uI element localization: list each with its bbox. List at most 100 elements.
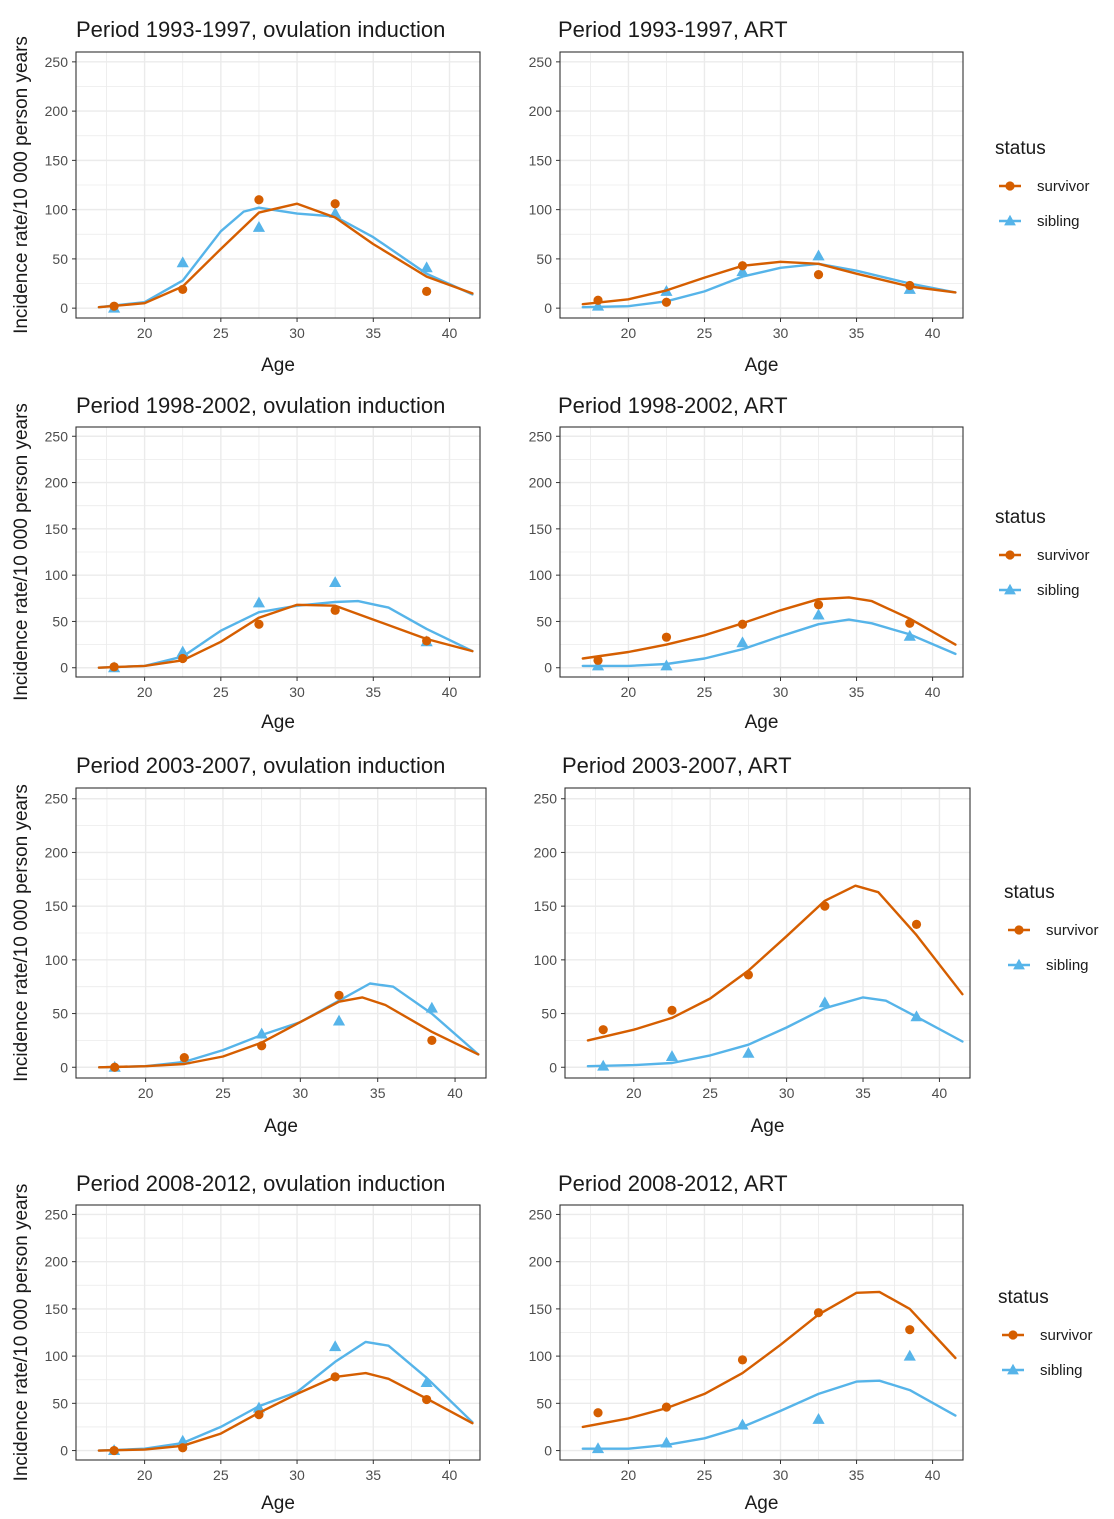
data-point-survivor: [737, 619, 748, 629]
y-tick-label: 200: [529, 1254, 553, 1270]
data-point-sibling: [660, 1436, 673, 1448]
x-tick-label: 30: [773, 684, 789, 700]
y-tick-label: 0: [544, 1443, 552, 1459]
data-point-sibling: [252, 596, 266, 608]
legend-title: status: [995, 138, 1046, 159]
panel-5: 20 25 30 35 40 0 50 100 150 200 250 Period 2003-200…: [11, 753, 487, 1137]
legend-key-marker-survivor: [1008, 1330, 1018, 1340]
gridlines: [560, 1205, 963, 1460]
data-point-survivor: [593, 295, 603, 305]
y-tick-label: 150: [45, 521, 69, 537]
x-tick-label: 20: [621, 684, 637, 700]
legend-title: status: [998, 1287, 1049, 1308]
y-tick-label: 150: [45, 1301, 69, 1317]
data-point-sibling: [176, 256, 189, 268]
data-point-survivor: [109, 1445, 119, 1456]
data-point-survivor: [109, 662, 119, 672]
x-tick-label: 25: [213, 325, 229, 341]
data-point-sibling: [332, 1014, 346, 1026]
data-point-survivor: [422, 636, 432, 646]
y-tick-label: 0: [60, 1059, 68, 1075]
x-tick-label: 35: [849, 1467, 865, 1483]
x-tick-label: 20: [626, 1085, 642, 1101]
data-point-survivor: [422, 1394, 432, 1405]
panel-4: 20 25 30 35 40 0 50 100 150 200 250 Period 1998-200…: [529, 393, 964, 733]
data-point-sibling: [812, 249, 825, 261]
y-tick-label: 100: [45, 202, 69, 218]
x-tick-label: 40: [925, 1467, 941, 1483]
data-point-survivor: [911, 919, 922, 930]
y-tick-label: 150: [529, 1301, 553, 1317]
y-tick-label: 50: [52, 1395, 68, 1411]
data-point-sibling: [591, 299, 605, 311]
data-point-sibling: [736, 636, 749, 648]
y-tick-label: 0: [60, 1443, 68, 1459]
x-axis-label: Age: [261, 1493, 295, 1514]
x-tick-label: 25: [213, 684, 229, 700]
x-axis-label: Age: [745, 1493, 779, 1514]
x-axis-label: Age: [745, 712, 779, 733]
x-tick-label: 25: [697, 325, 713, 341]
panel-title: Period 2008-2012, ART: [558, 1171, 788, 1196]
legend-key-marker-survivor: [1005, 550, 1015, 560]
panel-8: 20 25 30 35 40 0 50 100 150 200 250 Period 2008-201…: [529, 1171, 964, 1514]
series-survivor: [97, 603, 474, 672]
legend-label-survivor: survivor: [1040, 1327, 1093, 1344]
y-tick-label: 100: [534, 952, 558, 968]
data-point-sibling: [597, 1059, 610, 1071]
fitted-curve-sibling: [97, 206, 474, 309]
data-point-survivor: [743, 970, 753, 980]
data-point-sibling: [903, 1349, 916, 1361]
data-point-sibling: [420, 261, 433, 273]
legend-label-sibling: sibling: [1040, 1362, 1083, 1379]
data-point-sibling: [910, 1010, 923, 1022]
x-tick-label: 40: [925, 684, 941, 700]
data-point-survivor: [813, 600, 824, 610]
data-point-sibling: [742, 1046, 755, 1058]
data-point-survivor: [330, 605, 340, 615]
fitted-curve-sibling: [581, 1379, 957, 1450]
data-point-sibling: [252, 1401, 266, 1413]
data-point-survivor: [254, 195, 264, 205]
data-point-survivor: [330, 1372, 340, 1382]
x-tick-label: 40: [442, 325, 458, 341]
x-tick-label: 40: [442, 1467, 458, 1483]
fitted-curve-sibling: [581, 618, 957, 668]
y-axis-label: Incidence rate/10 000 person years: [11, 1184, 32, 1482]
x-tick-label: 30: [773, 325, 789, 341]
series-sibling: [586, 996, 964, 1071]
y-tick-label: 50: [52, 251, 68, 267]
data-point-sibling: [660, 659, 673, 671]
y-tick-label: 100: [529, 202, 553, 218]
x-tick-label: 20: [621, 1467, 637, 1483]
data-point-sibling: [812, 1412, 825, 1424]
x-tick-label: 35: [370, 1085, 386, 1101]
x-tick-label: 25: [697, 1467, 713, 1483]
y-tick-label: 100: [529, 1348, 553, 1364]
data-point-survivor: [254, 619, 264, 629]
y-tick-label: 250: [529, 54, 553, 70]
data-point-sibling: [818, 996, 831, 1008]
x-tick-label: 20: [137, 325, 153, 341]
x-axis-label: Age: [745, 355, 779, 376]
y-tick-label: 100: [45, 952, 69, 968]
data-point-survivor: [110, 1062, 120, 1072]
gridlines: [76, 52, 480, 318]
data-point-sibling: [176, 1434, 189, 1446]
x-tick-label: 30: [289, 325, 305, 341]
fitted-curve-survivor: [97, 603, 474, 669]
data-point-survivor: [905, 618, 915, 628]
fitted-curve-sibling: [97, 1340, 474, 1452]
fitted-curve-sibling: [586, 996, 964, 1068]
panel-border: [559, 1204, 964, 1461]
y-tick-label: 200: [534, 844, 558, 860]
x-tick-label: 20: [137, 1467, 153, 1483]
gridlines: [76, 788, 486, 1078]
y-tick-label: 0: [544, 300, 552, 316]
y-tick-label: 250: [45, 428, 69, 444]
data-point-sibling: [176, 645, 189, 657]
x-tick-label: 30: [289, 1467, 305, 1483]
legend-label-survivor: survivor: [1046, 922, 1099, 939]
data-point-survivor: [661, 1402, 672, 1412]
